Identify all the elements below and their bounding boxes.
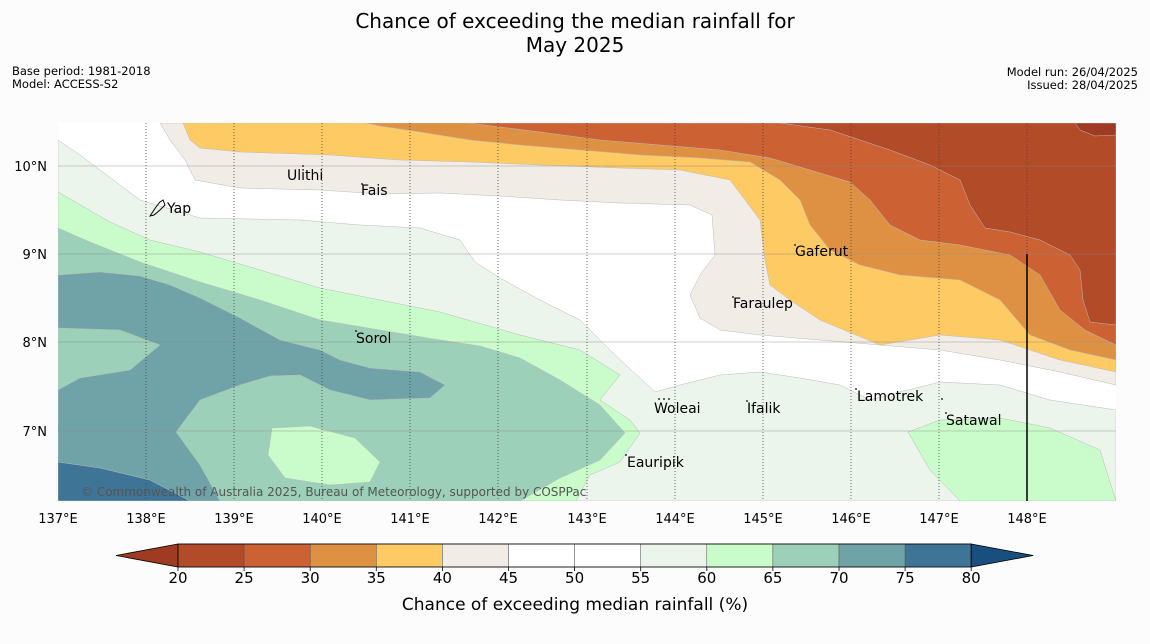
run-info: Model run: 26/04/2025 Issued: 28/04/2025 xyxy=(1007,66,1138,92)
band-below-20 xyxy=(1074,123,1116,137)
band-65-70-west xyxy=(58,327,161,391)
colorbar-tick-label: 30 xyxy=(301,569,320,587)
issued-date: Issued: 28/04/2025 xyxy=(1027,78,1138,92)
model-name: Model: ACCESS-S2 xyxy=(12,77,119,91)
colorbar-tick-label: 80 xyxy=(962,569,981,587)
colorbar-bin xyxy=(309,543,377,568)
colorbar-bin xyxy=(177,543,245,568)
band-60-65-pocket xyxy=(267,425,381,486)
yap-island xyxy=(148,199,166,217)
colorbar-tick-label: 60 xyxy=(697,569,716,587)
lon-tick-148e: 148°E xyxy=(1007,512,1047,527)
colorbar-title: Chance of exceeding median rainfall (%) xyxy=(402,595,748,615)
band-70-75 xyxy=(58,271,446,501)
label-satawal: Satawal xyxy=(946,413,1001,429)
band-75-80 xyxy=(58,461,191,501)
label-fais: Fais xyxy=(361,183,388,199)
lon-tick-140e: 140°E xyxy=(302,512,342,527)
label-ifalik: Ifalik xyxy=(747,401,781,417)
colorbar-bin xyxy=(376,543,443,568)
lon-tick-146e: 146°E xyxy=(831,512,871,527)
band-60-65-east xyxy=(907,417,1116,501)
colorbar-bin xyxy=(904,543,972,568)
label-ulithi: Ulithi xyxy=(287,168,323,184)
copyright-notice: © Commonwealth of Australia 2025, Bureau… xyxy=(81,485,586,499)
lon-tick-145e: 145°E xyxy=(743,512,783,527)
lon-tick-143e: 143°E xyxy=(567,512,607,527)
map-title: Chance of exceeding the median rainfall … xyxy=(0,9,1150,57)
lon-tick-147e: 147°E xyxy=(919,512,959,527)
colorbar-bin xyxy=(706,543,774,568)
lon-tick-144e: 144°E xyxy=(655,512,695,527)
title-line-2: May 2025 xyxy=(525,33,625,57)
model-run: Model run: 26/04/2025 xyxy=(1006,65,1138,79)
colorbar-tick-label: 25 xyxy=(235,569,254,587)
title-line-1: Chance of exceeding the median rainfall … xyxy=(355,9,795,33)
colorbar-tick-label: 20 xyxy=(168,569,187,587)
base-period: Base period: 1981-2018 xyxy=(12,64,151,78)
colorbar-tick-label: 70 xyxy=(829,569,848,587)
colorbar-tick-label: 45 xyxy=(499,569,518,587)
colorbar-tick-label: 50 xyxy=(565,569,584,587)
colorbar-tick-label: 75 xyxy=(896,569,915,587)
band-25-30 xyxy=(467,123,1116,346)
lon-tick-142e: 142°E xyxy=(478,512,518,527)
colorbar xyxy=(115,543,1034,568)
colorbar-tick-label: 40 xyxy=(433,569,452,587)
label-lamotrek: Lamotrek xyxy=(857,389,924,405)
label-sorol: Sorol xyxy=(356,331,391,347)
colorbar-extend-low xyxy=(115,543,179,568)
lon-tick-137e: 137°E xyxy=(38,512,78,527)
colorbar-bin xyxy=(508,543,575,568)
lon-axis: 137°E 138°E 139°E 140°E 141°E 142°E 143°… xyxy=(38,512,1047,527)
colorbar-ticks: 20 25 30 35 40 45 50 55 60 65 70 75 80 xyxy=(168,567,981,587)
colorbar-tick-label: 35 xyxy=(367,569,386,587)
lat-tick-9n: 9°N xyxy=(23,248,48,263)
label-yap: Yap xyxy=(166,201,191,217)
lat-tick-10n: 10°N xyxy=(14,160,47,175)
colorbar-bin xyxy=(442,543,509,568)
colorbar-extend-high xyxy=(970,543,1034,568)
place-labels: Ulithi Fais Yap Gaferut Faraulep Sorol L… xyxy=(166,168,1001,471)
colorbar-bin xyxy=(243,543,311,568)
band-20-25 xyxy=(779,123,1116,326)
label-eauripik: Eauripik xyxy=(627,455,685,471)
colorbar-tick-label: 55 xyxy=(631,569,650,587)
label-woleai: Woleai xyxy=(654,401,701,417)
label-faraulep: Faraulep xyxy=(733,296,793,312)
lon-tick-139e: 139°E xyxy=(214,512,254,527)
lat-tick-7n: 7°N xyxy=(23,425,48,440)
colorbar-bin xyxy=(640,543,708,568)
lon-tick-141e: 141°E xyxy=(390,512,430,527)
colorbar-tick-label: 65 xyxy=(763,569,782,587)
lat-tick-8n: 8°N xyxy=(23,336,48,351)
rainfall-map xyxy=(58,123,1116,501)
colorbar-bin xyxy=(772,543,840,568)
lat-axis: 10°N 9°N 8°N 7°N xyxy=(14,160,47,440)
colorbar-bin xyxy=(838,543,906,568)
colorbar-bin xyxy=(574,543,641,568)
base-info: Base period: 1981-2018 Model: ACCESS-S2 xyxy=(12,65,151,91)
label-gaferut: Gaferut xyxy=(795,244,849,260)
lon-tick-138e: 138°E xyxy=(126,512,166,527)
island-markers xyxy=(302,165,947,456)
